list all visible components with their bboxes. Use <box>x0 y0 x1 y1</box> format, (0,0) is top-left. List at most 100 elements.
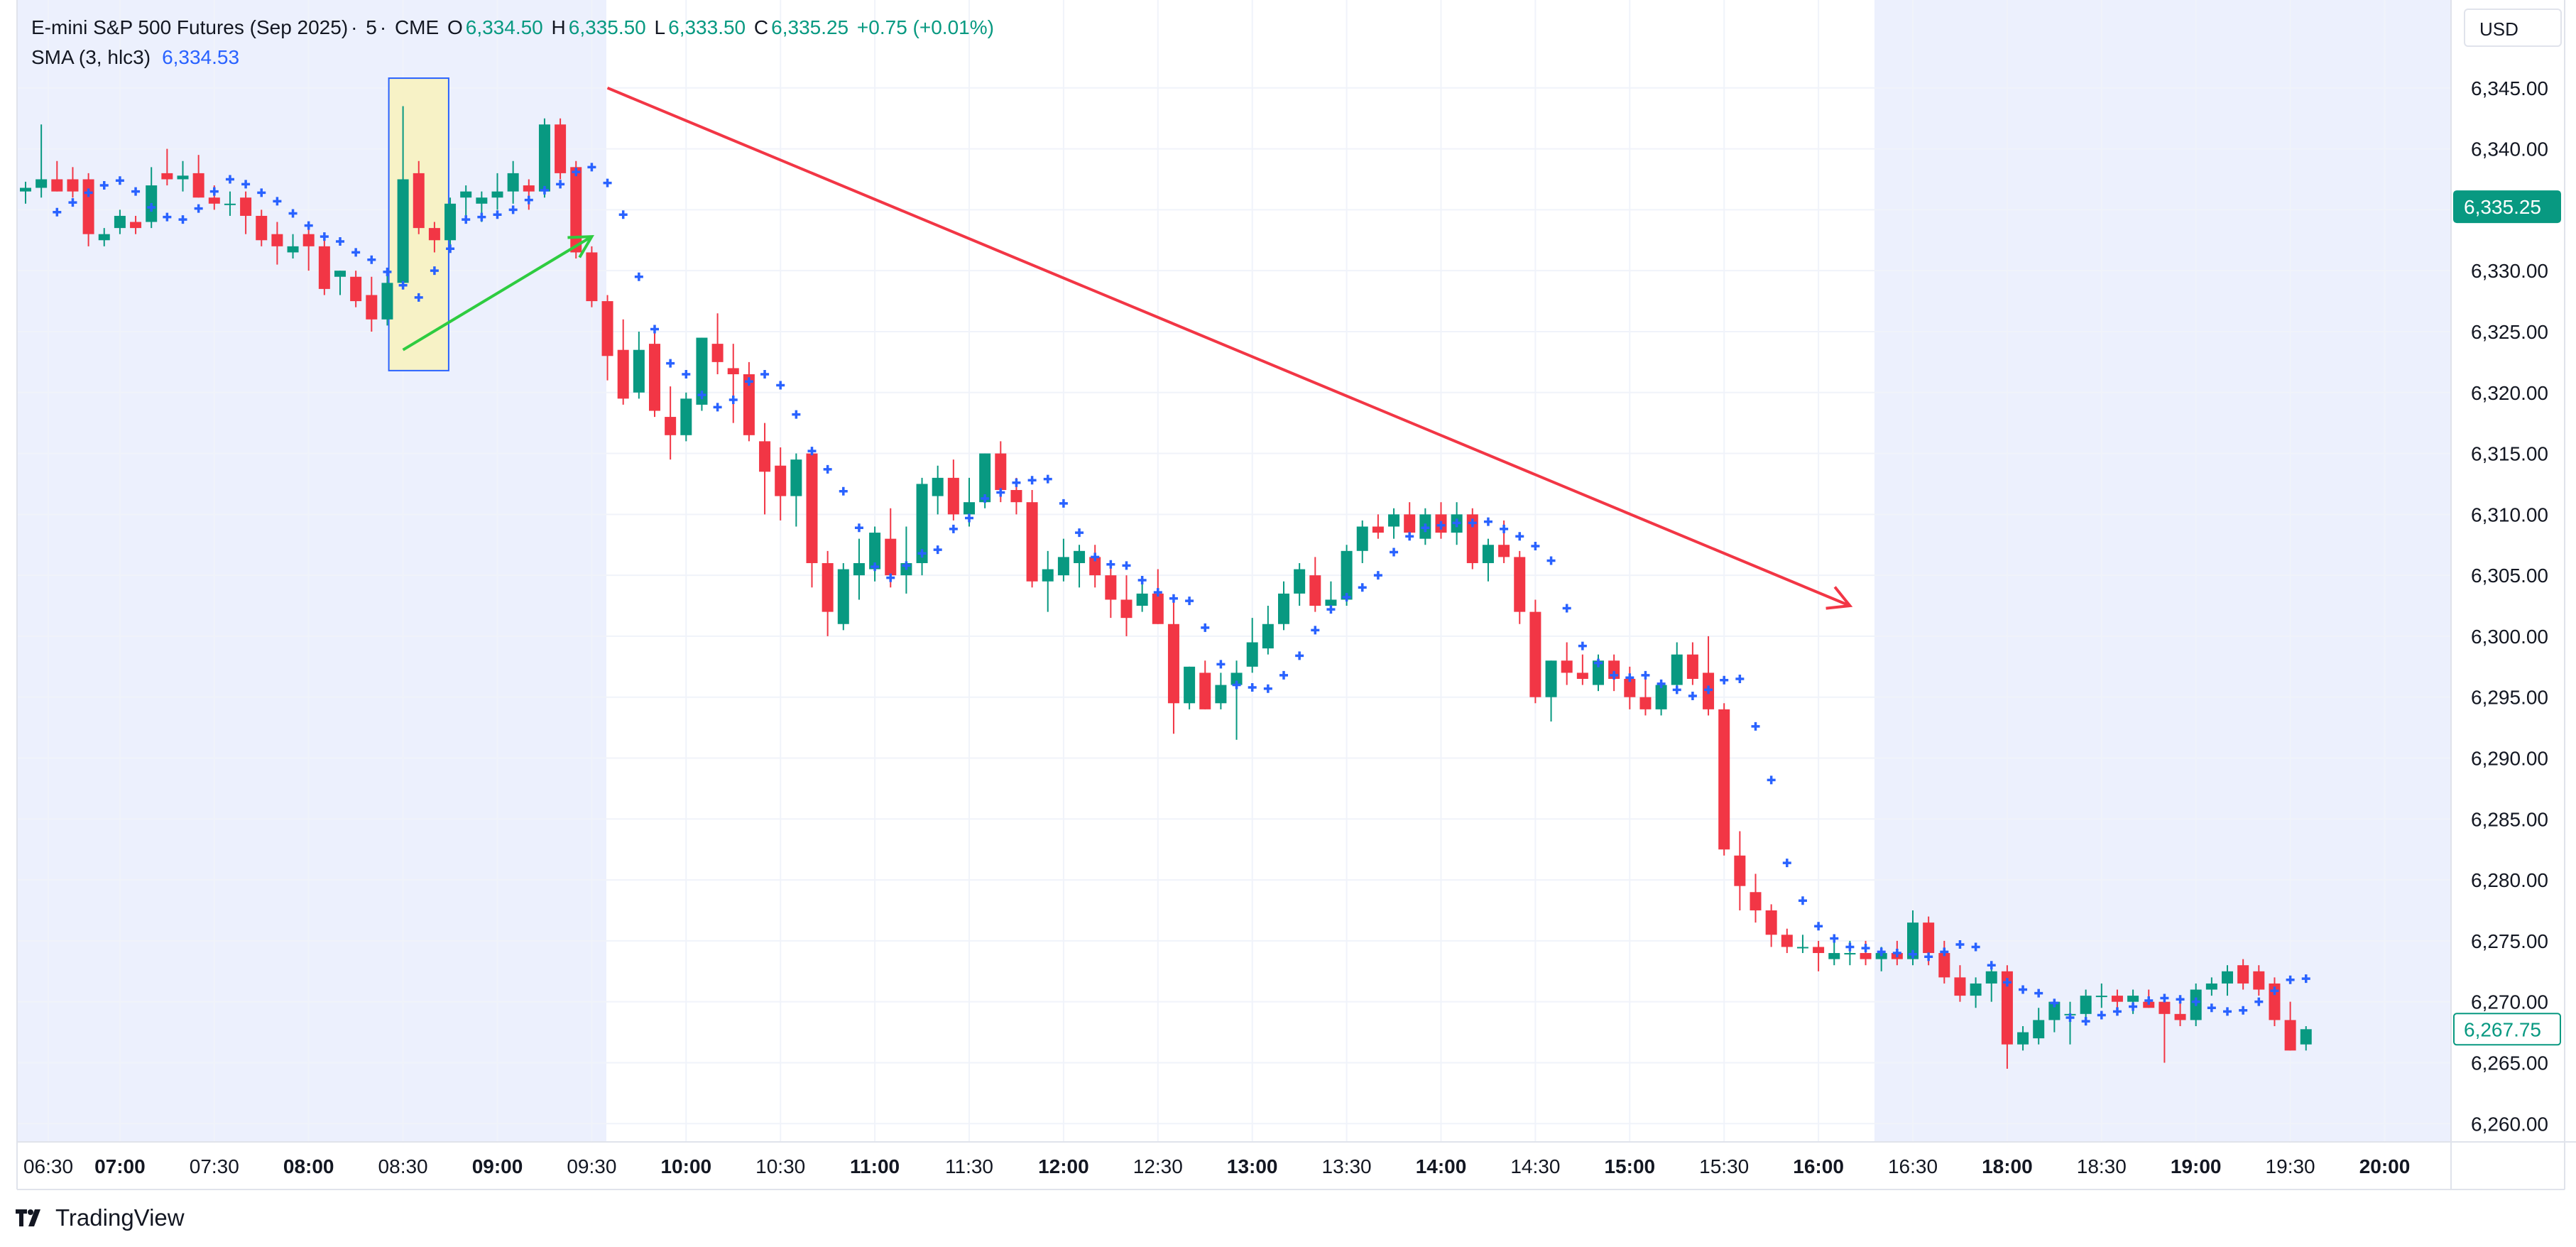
time-tick-label: 09:30 <box>567 1155 616 1177</box>
currency-button[interactable]: USD <box>2464 9 2562 47</box>
sma-point <box>304 221 313 230</box>
candle-down <box>350 276 362 302</box>
candle-up <box>1482 545 1494 563</box>
candle-up <box>790 459 802 496</box>
price-tick-label: 6,310.00 <box>2471 503 2548 526</box>
candle-up <box>2033 1020 2045 1039</box>
sma-point <box>1625 673 1634 682</box>
candle-down <box>1152 593 1164 624</box>
sma-point <box>728 396 738 405</box>
symbol-name[interactable]: E-mini S&P 500 Futures (Sep 2025) <box>31 16 349 38</box>
sma-point <box>1027 476 1037 485</box>
time-tick-label: 14:00 <box>1416 1155 1467 1177</box>
sma-point <box>68 198 77 207</box>
candle-up <box>1875 953 1887 959</box>
candle-up <box>1844 953 1856 955</box>
price-tick-label: 6,290.00 <box>2471 748 2548 770</box>
sma-point <box>744 377 753 386</box>
green-arrow[interactable] <box>402 234 594 352</box>
sma-point <box>1672 685 1681 695</box>
sma-point <box>1546 556 1556 565</box>
candle-up <box>538 124 550 192</box>
high-label: H <box>551 16 566 38</box>
sma-point <box>1562 604 1571 613</box>
sma-point <box>2239 1006 2248 1015</box>
sma-point <box>1137 575 1147 584</box>
candle-up <box>1341 550 1353 600</box>
sma-point <box>508 205 518 214</box>
candle-down <box>1010 490 1022 503</box>
candle-down <box>759 441 771 472</box>
candle-down <box>208 197 220 204</box>
candle-down <box>1954 977 1966 996</box>
sma-point <box>320 232 329 241</box>
sma-point <box>556 180 565 189</box>
candle-down <box>2111 996 2123 1002</box>
sma-point <box>2019 985 2028 994</box>
candle-down <box>1923 922 1935 954</box>
candle-up <box>177 175 189 180</box>
red-arrow-shaft[interactable] <box>606 86 1851 607</box>
candle-down <box>240 197 252 216</box>
sma-point <box>2144 996 2154 1005</box>
sma-series <box>53 163 2310 1026</box>
candle-up <box>1215 685 1227 704</box>
legend-indicator-row[interactable]: SMA (3, hlc3) 6,334.53 <box>31 43 997 72</box>
green-arrow-shaft[interactable] <box>402 235 593 352</box>
candle-up <box>2017 1032 2029 1045</box>
time-tick-label: 10:30 <box>755 1155 805 1177</box>
sma-point <box>1279 670 1288 680</box>
sma-point <box>2097 1011 2106 1020</box>
time-axis[interactable]: 06:30 07:00 07:30 08:00 08:30 09:00 09:30 10:00… <box>23 1155 2410 1177</box>
candle-up <box>1074 550 1086 563</box>
red-arrow[interactable] <box>606 86 1853 610</box>
price-tick-label: 6,320.00 <box>2471 382 2548 404</box>
afterhours-shade <box>1874 0 2451 1142</box>
indicator-name[interactable]: SMA (3, hlc3) <box>31 46 151 68</box>
session-background <box>17 0 2451 1142</box>
candle-up <box>1262 624 1274 649</box>
time-tick-label: 11:00 <box>850 1155 900 1177</box>
candle-down <box>1372 526 1384 533</box>
sma-point <box>398 281 408 290</box>
candle-down <box>601 301 613 356</box>
candle-down <box>2143 1001 2155 1008</box>
candle-up <box>680 398 692 435</box>
candle-up <box>633 349 645 393</box>
candle-up <box>397 179 409 283</box>
sma-point <box>2050 998 2059 1008</box>
time-tick-label: 06:30 <box>23 1155 73 1177</box>
interval[interactable]: 5 <box>366 16 377 38</box>
sma-point <box>682 370 691 379</box>
candle-down <box>130 222 142 229</box>
candle-up <box>853 562 865 576</box>
sma-point <box>1531 541 1540 550</box>
sma-point <box>84 188 93 197</box>
drawings[interactable] <box>402 86 1853 610</box>
candle-down <box>318 246 330 289</box>
sma-point <box>587 163 596 172</box>
sma-point <box>949 524 958 533</box>
tradingview-logo[interactable]: TradingView <box>16 1204 185 1231</box>
candle-up <box>2300 1029 2312 1045</box>
candle-up <box>1356 526 1368 551</box>
candle-down <box>727 368 739 375</box>
sma-point <box>2065 1013 2075 1022</box>
time-tick-label: 09:00 <box>472 1155 523 1177</box>
sma-point <box>1767 775 1776 785</box>
candle-down <box>413 173 425 229</box>
candle-up <box>381 283 393 320</box>
sma-point <box>414 293 423 302</box>
price-axis[interactable]: 6,260.00 6,265.00 6,270.00 6,275.00 6,280.00… <box>2453 77 2561 1135</box>
sma-point <box>1594 658 1603 668</box>
red-arrow-head[interactable] <box>1825 586 1853 610</box>
open-value: 6,334.50 <box>465 16 543 38</box>
candle-down <box>1639 697 1652 709</box>
current-price-tag: 6,267.75 <box>2464 1018 2541 1040</box>
sma-point <box>540 185 549 195</box>
green-arrow-head[interactable] <box>567 234 594 258</box>
time-tick-label: 13:00 <box>1227 1155 1278 1177</box>
price-tick-label: 6,300.00 <box>2471 626 2548 648</box>
sma-point <box>902 561 911 570</box>
